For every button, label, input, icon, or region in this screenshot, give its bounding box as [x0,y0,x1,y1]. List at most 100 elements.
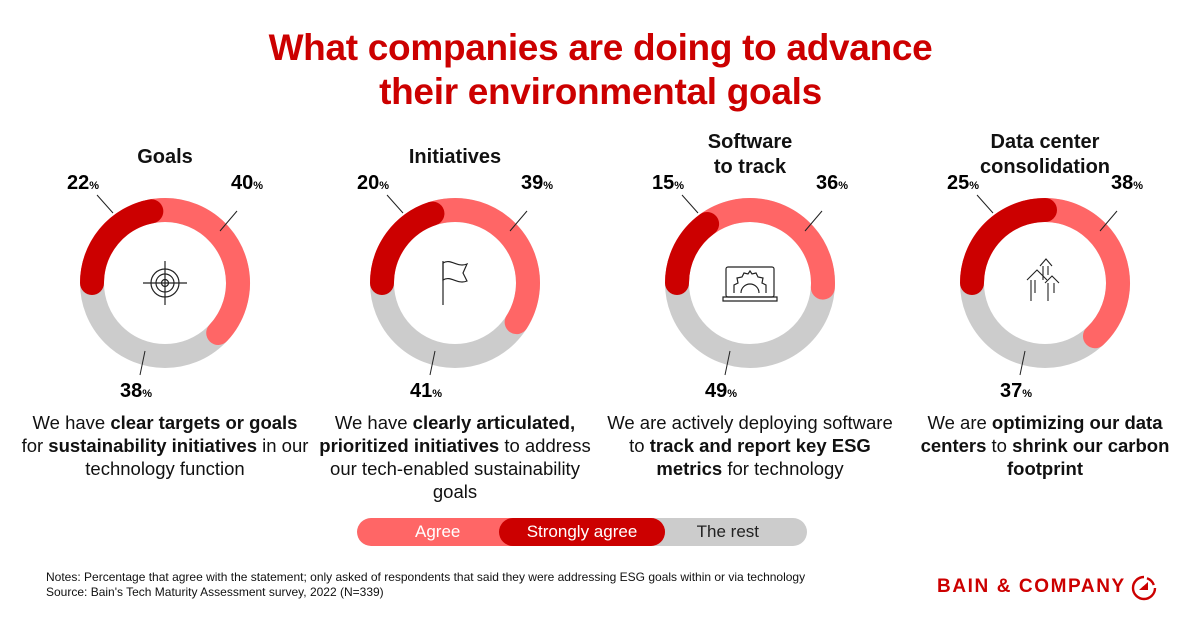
unit-text: % [253,180,263,192]
description-segment: sustainability initiatives [48,435,257,456]
description-segment: optimizing our data centers [920,412,1163,456]
unit-text: % [543,180,553,192]
value-text: 41 [410,380,432,402]
label-rest: 37% [1000,380,1032,402]
notes-text: Notes: Percentage that agree with the st… [46,570,806,584]
donut-chart: 22% 40%38% [67,172,263,402]
title-line: their environmental goals [379,71,822,112]
segment-strongly-agree [80,199,164,295]
unit-text: % [1022,388,1032,400]
segment-strongly-agree [370,201,445,295]
label-strongly-agree: 25% [947,172,979,194]
description-segment: We are [927,412,992,433]
value-text: 22 [67,172,89,194]
value-text: 15 [652,172,674,194]
label-strongly-agree: 15% [652,172,684,194]
value-text: 37 [1000,380,1022,402]
unit-text: % [432,388,442,400]
label-agree: 39% [521,172,553,194]
label-strongly-agree: 20% [357,172,389,194]
leader-line [1099,210,1118,232]
leader-line [96,194,114,214]
leader-line [1019,350,1026,376]
panel-title-line: consolidation [980,156,1110,178]
page-title: What companies are doing to advance thei… [0,26,1201,114]
value-text: 38 [1111,172,1133,194]
panel-title-line: Goals [137,146,193,168]
donut-chart: 15% 36%49% [652,172,848,402]
panel-title-line: to track [713,156,787,178]
arrows-up-icon [1026,258,1060,301]
unit-text: % [969,180,979,192]
value-text: 36 [816,172,838,194]
leader-line [681,194,699,214]
label-agree: 36% [816,172,848,194]
laptop-gear-icon [722,266,778,302]
footnotes: Notes: Percentage that agree with the st… [46,570,805,600]
panel-title-line: Software [707,131,793,153]
leader-line [429,350,436,376]
panel-description: We have clearly articulated, prioritized… [310,411,600,503]
description-segment: for [21,435,49,456]
description-segment: clearly articulated, prioritized initiat… [319,412,576,456]
title-line: What companies are doing to advance [268,27,933,68]
panel-title: Data center consolidation [900,130,1190,180]
leader-line [509,210,528,232]
label-strongly-agree: 22% [67,172,99,194]
donut-chart: 20% 39%41% [357,172,553,402]
description-segment: shrink our carbon footprint [1006,435,1170,479]
label-agree: 38% [1111,172,1143,194]
source-text: Source: Bain's Tech Maturity Assessment … [46,585,384,599]
unit-text: % [142,388,152,400]
legend-strongly-agree: Strongly agree [499,518,665,546]
panel-title: Software to track [605,130,895,180]
value-text: 39 [521,172,543,194]
description-segment: We have [334,412,413,433]
description-segment: track and report key ESG metrics [649,435,871,479]
description-segment: in our technology function [85,435,309,479]
description-segment: to [986,435,1013,456]
legend: The rest Agree Strongly agree [357,518,807,546]
leader-line [386,194,404,214]
description-segment: We are actively deploying software to [607,412,893,456]
leader-line [139,350,146,376]
panel-description: We are actively deploying software to tr… [605,411,895,480]
description-segment: We have [32,412,111,433]
target-icon [143,261,187,305]
flag-icon [442,261,469,305]
panel-title: Goals [20,145,310,170]
unit-text: % [379,180,389,192]
unit-text: % [727,388,737,400]
value-text: 49 [705,380,727,402]
value-text: 20 [357,172,379,194]
panel-title: Initiatives [310,145,600,170]
panel-title-line: Data center [990,131,1100,153]
unit-text: % [838,180,848,192]
legend-rest: The rest [696,522,759,541]
panel-description: We have clear targets or goals for susta… [20,411,310,480]
unit-text: % [674,180,684,192]
label-agree: 40% [231,172,263,194]
panel-description: We are optimizing our data centers to sh… [900,411,1190,480]
donut-chart: 25% 38%37% [947,172,1143,402]
leader-line [724,350,731,376]
panel-title-line: Initiatives [408,146,502,168]
label-rest: 49% [705,380,737,402]
label-rest: 38% [120,380,152,402]
segment-strongly-agree [665,211,720,295]
unit-text: % [1133,180,1143,192]
bain-logo-text: BAIN & COMPANY [937,576,1126,597]
value-text: 40 [231,172,253,194]
value-text: 25 [947,172,969,194]
leader-line [976,194,994,214]
segment-strongly-agree [960,198,1057,295]
bain-logo-icon [1131,575,1157,601]
unit-text: % [89,180,99,192]
leader-line [804,210,823,232]
label-rest: 41% [410,380,442,402]
description-segment: clear targets or goals [110,412,298,433]
description-segment: to address our tech-enabled sustainabili… [330,435,591,502]
description-segment: for technology [722,458,844,479]
value-text: 38 [120,380,142,402]
leader-line [219,210,238,232]
